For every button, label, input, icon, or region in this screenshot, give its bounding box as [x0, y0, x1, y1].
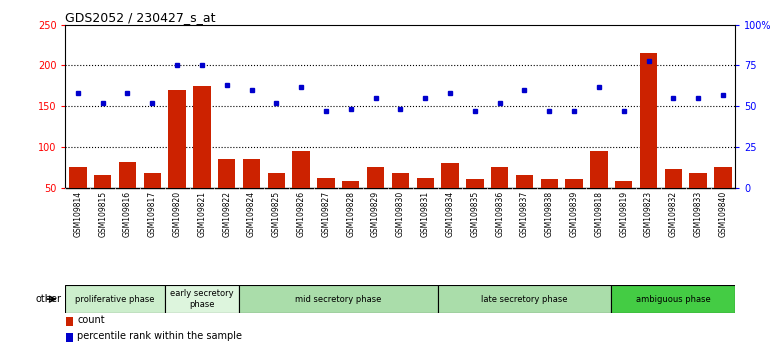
Text: late secretory phase: late secretory phase	[481, 295, 567, 304]
Text: GSM109833: GSM109833	[694, 190, 703, 237]
Bar	[392, 173, 409, 188]
Text: GSM109829: GSM109829	[371, 190, 380, 237]
Text: GSM109816: GSM109816	[123, 190, 132, 237]
Text: GSM109817: GSM109817	[148, 190, 157, 237]
Bar	[165, 285, 239, 313]
Bar	[689, 173, 707, 188]
Bar	[119, 161, 136, 188]
Bar	[94, 176, 112, 188]
Text: GDS2052 / 230427_s_at: GDS2052 / 230427_s_at	[65, 11, 216, 24]
Bar	[615, 181, 632, 188]
Bar	[516, 176, 533, 188]
Bar	[417, 178, 434, 188]
Bar	[367, 167, 384, 188]
Bar	[611, 285, 735, 313]
Bar	[143, 173, 161, 188]
Bar	[243, 159, 260, 188]
Text: ambiguous phase: ambiguous phase	[636, 295, 711, 304]
Text: GSM109837: GSM109837	[520, 190, 529, 237]
Text: GSM109831: GSM109831	[420, 190, 430, 237]
Text: GSM109834: GSM109834	[446, 190, 454, 237]
Text: GSM109825: GSM109825	[272, 190, 281, 237]
Text: GSM109838: GSM109838	[544, 190, 554, 237]
Text: GSM109815: GSM109815	[98, 190, 107, 237]
Text: proliferative phase: proliferative phase	[75, 295, 155, 304]
Text: other: other	[35, 294, 62, 304]
Bar	[69, 167, 86, 188]
Bar	[590, 151, 608, 188]
Text: GSM109832: GSM109832	[669, 190, 678, 237]
Bar	[169, 90, 186, 188]
Text: GSM109830: GSM109830	[396, 190, 405, 237]
Text: GSM109827: GSM109827	[321, 190, 330, 237]
Text: GSM109836: GSM109836	[495, 190, 504, 237]
Text: GSM109840: GSM109840	[718, 190, 728, 237]
Text: GSM109828: GSM109828	[346, 190, 355, 236]
Bar	[65, 285, 165, 313]
Bar	[239, 285, 437, 313]
Text: early secretory
phase: early secretory phase	[170, 290, 234, 309]
Text: GSM109823: GSM109823	[644, 190, 653, 237]
Text: GSM109818: GSM109818	[594, 190, 604, 236]
Text: GSM109835: GSM109835	[470, 190, 480, 237]
Text: GSM109824: GSM109824	[247, 190, 256, 237]
Bar	[293, 151, 310, 188]
Bar	[541, 179, 558, 188]
Text: GSM109821: GSM109821	[197, 190, 206, 236]
Bar	[437, 285, 611, 313]
Text: count: count	[77, 315, 105, 325]
Text: GSM109819: GSM109819	[619, 190, 628, 237]
Text: mid secretory phase: mid secretory phase	[295, 295, 382, 304]
Bar	[193, 86, 211, 188]
Bar	[441, 163, 459, 188]
Bar	[218, 159, 236, 188]
Text: GSM109820: GSM109820	[172, 190, 182, 237]
Bar	[268, 173, 285, 188]
Bar	[640, 53, 657, 188]
Bar	[665, 169, 682, 188]
Bar	[317, 178, 335, 188]
Text: GSM109822: GSM109822	[223, 190, 231, 236]
Bar	[491, 167, 508, 188]
Text: percentile rank within the sample: percentile rank within the sample	[77, 331, 242, 341]
Bar	[715, 167, 732, 188]
Bar	[342, 181, 360, 188]
Bar	[466, 179, 484, 188]
Text: GSM109814: GSM109814	[73, 190, 82, 237]
Text: GSM109826: GSM109826	[296, 190, 306, 237]
Text: GSM109839: GSM109839	[570, 190, 578, 237]
Bar	[565, 179, 583, 188]
